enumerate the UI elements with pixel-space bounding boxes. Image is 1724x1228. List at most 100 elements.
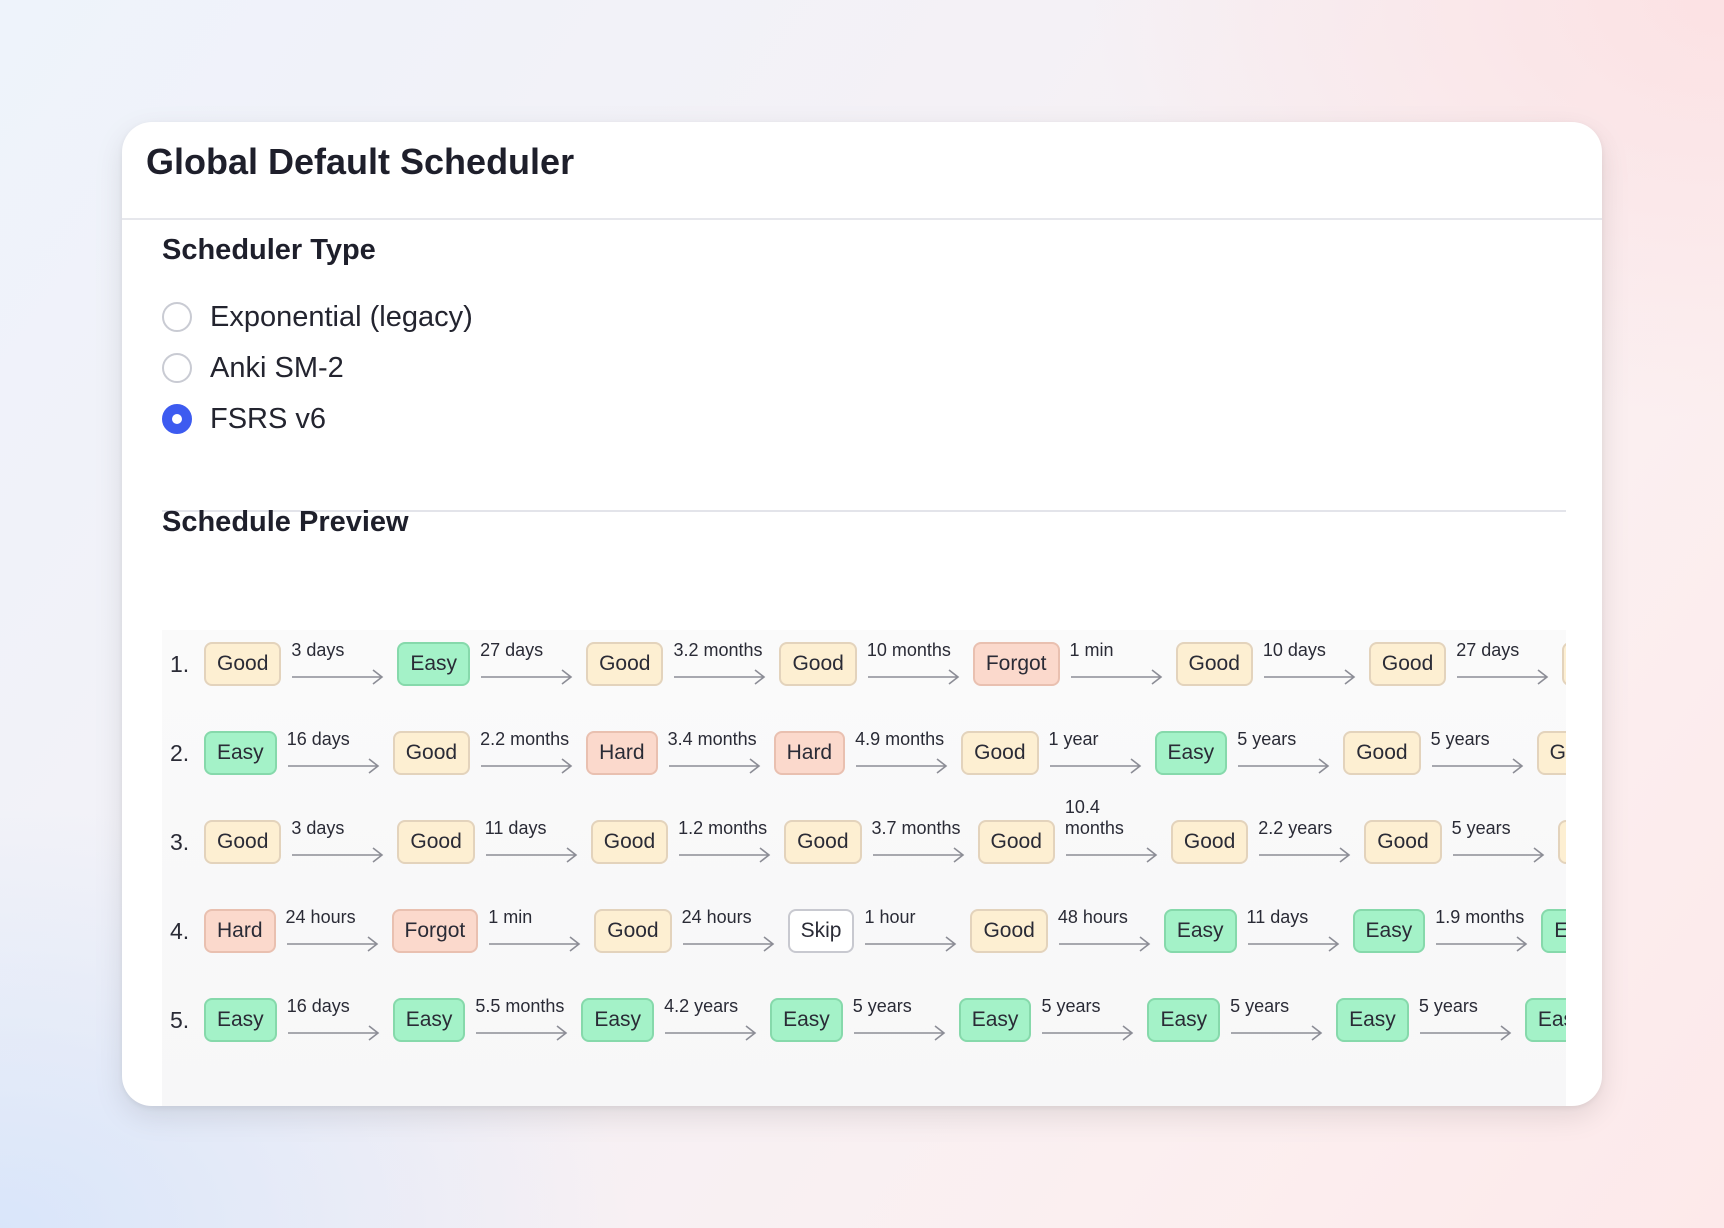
rating-chip-good: Good [1364, 820, 1442, 864]
rating-chip-hard: Hard [204, 909, 276, 953]
rating-chip-good: Good [397, 820, 475, 864]
interval-connector: 27 days [1456, 634, 1552, 694]
rating-chip-good: Good [784, 820, 862, 864]
schedule-preview[interactable]: 1. Good 3 days Easy 27 days Good 3.2 months Goo… [162, 630, 1566, 1106]
arrow-right-icon [1042, 1025, 1134, 1041]
interval-label: 1 min [1069, 640, 1114, 660]
rating-chip-easy: Easy [1154, 731, 1228, 775]
arrow-right-icon [1263, 669, 1356, 685]
interval-label: 48 hours [1057, 907, 1128, 927]
scheduler-option[interactable]: Anki SM-2 [162, 348, 344, 388]
interval-label: 16 days [286, 729, 350, 749]
interval-label: 2.2 months [480, 729, 570, 749]
arrow-right-icon [1065, 847, 1158, 863]
rating-chip-forgot: Forgot [972, 642, 1060, 686]
interval-label: 1.2 months [678, 818, 768, 838]
interval-label: 10 days [1262, 640, 1326, 660]
arrow-right-icon [1436, 936, 1528, 952]
interval-connector: 5 years [1041, 990, 1137, 1050]
scheduler-option[interactable]: Exponential (legacy) [162, 297, 473, 337]
schedule-row: 2. Easy 16 days Good 2.2 months Hard 3.4 month… [162, 723, 1566, 783]
interval-label: 11 days [484, 818, 547, 838]
interval-connector: 24 hours [286, 901, 382, 961]
arrow-right-icon [1238, 758, 1330, 774]
arrow-right-icon [853, 1025, 946, 1041]
interval-label: 3.2 months [673, 640, 763, 660]
arrow-right-icon [287, 1025, 379, 1041]
schedule-row-number: 3. [170, 828, 190, 855]
interval-label: 1 year [1048, 729, 1099, 749]
schedule-row: 5. Easy 16 days Easy 5.5 months Easy 4.2 years… [162, 990, 1566, 1050]
schedule-preview-title: Schedule Preview [162, 506, 409, 538]
scheduler-settings-card: Global Default Scheduler Scheduler Type … [122, 122, 1602, 1106]
interval-label: 1.9 months [1435, 907, 1525, 927]
interval-label: 10 months [866, 640, 951, 660]
interval-connector: 10 months [867, 634, 963, 694]
schedule-row: 4. Hard 24 hours Forgot 1 min Good 24 hours Ski… [162, 901, 1566, 961]
interval-connector: 27 days [480, 634, 576, 694]
rating-chip-good: Good [204, 820, 282, 864]
interval-label: 16 days [286, 996, 350, 1016]
interval-label: 11 days [1246, 907, 1309, 927]
interval-label: 3 days [291, 818, 345, 838]
interval-connector: 16 days [287, 990, 383, 1050]
arrow-right-icon [481, 758, 573, 774]
interval-connector: 4.2 years [664, 990, 760, 1050]
rating-chip-easy: Easy [1336, 998, 1409, 1042]
interval-label: 5 years [1451, 818, 1511, 838]
rating-chip-easy: Easy [204, 998, 277, 1042]
radio-button[interactable] [162, 404, 192, 434]
section-divider [162, 510, 1566, 512]
interval-label: 3.7 months [871, 818, 961, 838]
scheduler-option[interactable]: FSRS v6 [162, 399, 326, 439]
rating-chip-easy: Easy [397, 642, 471, 686]
rating-chip-good: Good [1175, 642, 1253, 686]
arrow-right-icon [292, 669, 384, 685]
schedule-row: 3. Good 3 days Good 11 days Good 1.2 months Goo… [162, 797, 1566, 872]
radio-button[interactable] [162, 302, 192, 332]
interval-connector: 5 years [1431, 723, 1527, 783]
radio-selected-dot [172, 414, 182, 424]
arrow-right-icon [485, 847, 578, 863]
interval-connector: 5 years [1230, 990, 1326, 1050]
arrow-right-icon [287, 758, 379, 774]
rating-chip-good: Good [779, 642, 857, 686]
interval-connector: 16 days [287, 723, 383, 783]
interval-label: 1 hour [864, 907, 916, 927]
interval-connector: 1 year [1049, 723, 1145, 783]
arrow-right-icon [1259, 847, 1351, 863]
rating-chip-easy: Easy [1147, 998, 1221, 1042]
rating-chip-good: Good [1562, 642, 1566, 686]
interval-label: 5 years [1430, 729, 1490, 749]
arrow-right-icon [1452, 847, 1544, 863]
rating-chip-good: Good [590, 820, 669, 864]
interval-label: 5 years [852, 996, 912, 1016]
interval-connector: 4.9 months [855, 723, 951, 783]
schedule-row: 1. Good 3 days Easy 27 days Good 3.2 months Goo… [162, 634, 1566, 694]
schedule-row-number: 1. [170, 650, 190, 677]
interval-connector: 5 years [1237, 723, 1333, 783]
rating-chip-good: Good [586, 642, 664, 686]
interval-label: 5.5 months [475, 996, 565, 1016]
interval-connector: 5 years [853, 990, 949, 1050]
interval-label: 4.9 months [855, 729, 945, 749]
interval-connector: 5.5 months [475, 990, 571, 1050]
rating-chip-good: Good [1536, 731, 1566, 775]
rating-chip-easy: Easy [770, 998, 843, 1042]
interval-connector: 3.2 months [673, 634, 769, 694]
radio-button[interactable] [162, 353, 192, 383]
interval-connector: 2.2 years [1258, 812, 1354, 872]
interval-connector: 11 days [1247, 901, 1343, 961]
rating-chip-easy: Easy [1163, 909, 1237, 953]
interval-connector: 1.9 months [1435, 901, 1531, 961]
interval-connector: 1.2 months [678, 812, 774, 872]
scheduler-option-label: FSRS v6 [210, 402, 327, 435]
rating-chip-good: Good [1557, 820, 1566, 864]
arrow-right-icon [865, 936, 957, 952]
arrow-right-icon [665, 1025, 757, 1041]
rating-chip-easy: Easy [958, 998, 1032, 1042]
arrow-right-icon [674, 669, 766, 685]
arrow-right-icon [481, 669, 573, 685]
interval-label: 4.2 years [664, 996, 739, 1016]
interval-connector: 48 hours [1058, 901, 1154, 961]
